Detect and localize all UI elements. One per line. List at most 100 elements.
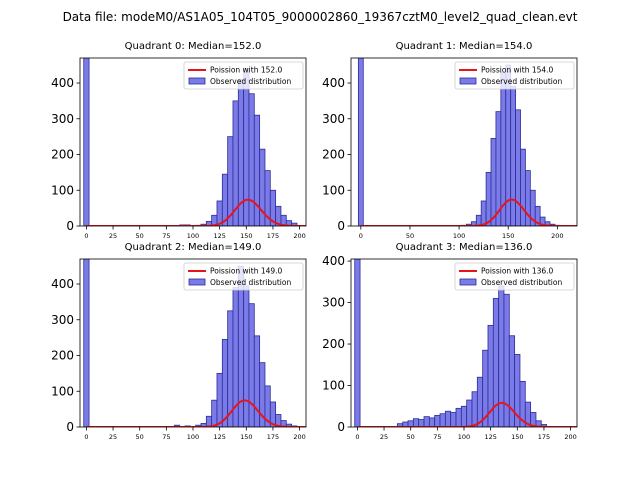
x-tick-label: 25 [380,433,388,441]
histogram-bar [357,58,364,226]
histogram-bar [498,285,505,427]
quadrant-0-chart: Quadrant 0: Median=152.0 0 100 200 300 400 0 25… [51,41,307,240]
y-tick-label: 0 [337,420,345,434]
y-tick-label: 300 [322,112,345,126]
histogram-bar [211,399,218,427]
x-tick-label: 75 [433,433,441,441]
quadrant-3-legend: Poission with 136.0 Observed distribution [454,262,575,291]
histogram-bar [291,222,298,226]
x-tick-label: 75 [162,232,170,240]
histogram-bar [471,391,478,427]
legend-observed-swatch [188,278,206,286]
histogram-bar [480,200,487,226]
histogram-bar [412,418,420,427]
x-tick-label: 125 [213,433,225,441]
quadrant-1-axes-frame [350,57,578,227]
legend-box [183,61,304,90]
y-tick-label: 0 [66,219,74,233]
x-tick-label: 150 [240,433,252,441]
x-tick-label: 175 [267,232,279,240]
legend-observed-label: Observed distribution [210,278,291,287]
legend-observed-label: Observed distribution [481,278,562,287]
x-tick-label: 175 [538,433,550,441]
histogram-bar [243,285,250,427]
y-tick-label: 400 [51,76,74,90]
x-tick-label: 50 [136,232,144,240]
legend-box [454,262,575,291]
histogram-bar [439,413,446,427]
y-tick-label: 200 [322,148,345,162]
x-tick-label: 50 [136,433,144,441]
legend-poisson-label: Poission with 136.0 [481,267,554,276]
x-tick-label: 150 [511,433,523,441]
x-tick-label: 175 [267,433,279,441]
quadrant-0-title: Quadrant 0: Median=152.0 [125,41,262,52]
y-tick-label: 400 [322,76,345,90]
y-tick-label: 300 [51,313,74,327]
histogram-bar [423,416,430,427]
histogram-bar [221,339,229,427]
x-tick-label: 25 [109,232,117,240]
histogram-bar [83,58,90,226]
histogram-bar [460,405,468,427]
histogram-bar [520,148,526,226]
quadrant-2-plot-area [83,259,306,427]
quadrant-2-legend: Poission with 149.0 Observed distribution [183,262,304,291]
histogram-bar [515,109,521,226]
x-tick-label: 150 [502,232,514,240]
histogram-bar [490,138,497,226]
histogram-bar [248,303,255,427]
quadrant-3-chart: Quadrant 3: Median=136.0 0 100 200 300 400 0 25… [322,242,578,441]
x-tick-label: 150 [240,232,252,240]
legend-observed-swatch [459,77,477,85]
y-tick-label: 100 [51,183,74,197]
y-tick-label: 100 [51,384,74,398]
histogram-bar [428,417,436,427]
y-tick-label: 400 [51,277,74,291]
histogram-bar [434,414,441,427]
legend-poisson-label: Poission with 149.0 [210,267,283,276]
x-tick-label: 75 [162,433,170,441]
x-tick-label: 25 [109,433,117,441]
y-tick-label: 100 [322,379,345,393]
y-tick-label: 0 [337,219,345,233]
quadrant-2-chart: Quadrant 2: Median=149.0 0 100 200 300 400 0 25… [51,242,307,441]
x-tick-label: 200 [293,232,305,240]
histogram-bar [243,68,250,226]
histogram-bar [450,412,457,427]
x-tick-label: 0 [359,232,363,240]
x-tick-label: 0 [84,433,88,441]
x-tick-label: 100 [453,232,465,240]
poisson-fit-line [86,198,306,226]
histogram-bar [418,419,425,427]
x-tick-label: 125 [484,433,496,441]
quadrant-0-plot-area [83,58,306,226]
quadrant-1-chart: Quadrant 1: Median=154.0 0 100 200 300 400 0 50… [322,41,578,240]
x-tick-label: 0 [84,232,88,240]
legend-observed-swatch [188,77,206,85]
x-tick-label: 50 [407,433,415,441]
histogram-bar [216,372,223,427]
x-tick-label: 100 [458,433,470,441]
x-tick-label: 200 [551,232,563,240]
quadrant-0-legend: Poission with 152.0 Observed distribution [183,61,304,90]
x-tick-label: 125 [213,232,225,240]
legend-observed-label: Observed distribution [210,77,291,86]
y-tick-label: 400 [322,254,345,268]
legend-poisson-label: Poission with 154.0 [481,66,554,75]
histogram-bar [444,410,452,427]
y-tick-label: 100 [322,183,345,197]
legend-observed-swatch [459,278,477,286]
histogram-bar [466,399,473,427]
y-tick-label: 200 [51,349,74,363]
legend-box [183,262,304,291]
histogram-bar [485,171,492,226]
quadrant-3-title: Quadrant 3: Median=136.0 [396,242,533,253]
x-tick-label: 100 [187,433,199,441]
x-tick-label: 200 [293,433,305,441]
quadrant-1-title: Quadrant 1: Median=154.0 [396,41,533,52]
x-tick-label: 200 [564,433,576,441]
y-tick-label: 200 [51,148,74,162]
y-tick-label: 300 [322,296,345,310]
